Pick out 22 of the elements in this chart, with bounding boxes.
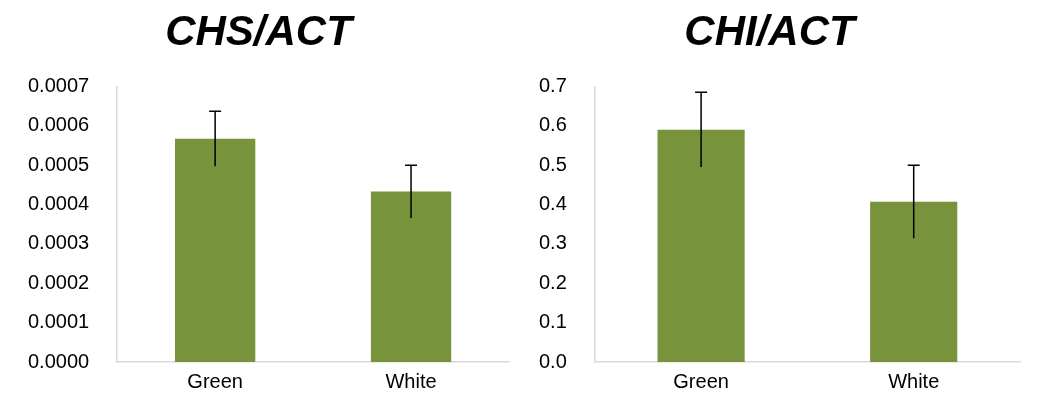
x-tick-label: White <box>385 369 437 392</box>
y-tick-label: 0.2 <box>538 270 567 293</box>
chart-title: CHS/ACT <box>165 6 356 54</box>
y-tick-label: 0.7 <box>538 73 567 96</box>
x-tick-label: Green <box>673 369 729 392</box>
y-tick-label: 0.0 <box>538 349 567 372</box>
y-tick-label: 0.1 <box>538 310 567 333</box>
y-tick-label: 0.0004 <box>28 192 90 215</box>
y-tick-label: 0.5 <box>538 152 567 175</box>
y-tick-label: 0.0003 <box>28 231 90 254</box>
y-tick-label: 0.0000 <box>28 349 90 372</box>
x-tick-label: Green <box>187 369 243 392</box>
y-tick-label: 0.0007 <box>28 73 90 96</box>
y-tick-label: 0.3 <box>538 231 567 254</box>
chart-title: CHI/ACT <box>684 6 858 54</box>
x-tick-label: White <box>888 369 940 392</box>
y-tick-label: 0.6 <box>538 113 567 136</box>
y-tick-label: 0.4 <box>538 192 567 215</box>
y-tick-label: 0.0002 <box>28 270 90 293</box>
y-tick-label: 0.0001 <box>28 310 90 333</box>
y-tick-label: 0.0005 <box>28 152 90 175</box>
y-tick-label: 0.0006 <box>28 113 90 136</box>
